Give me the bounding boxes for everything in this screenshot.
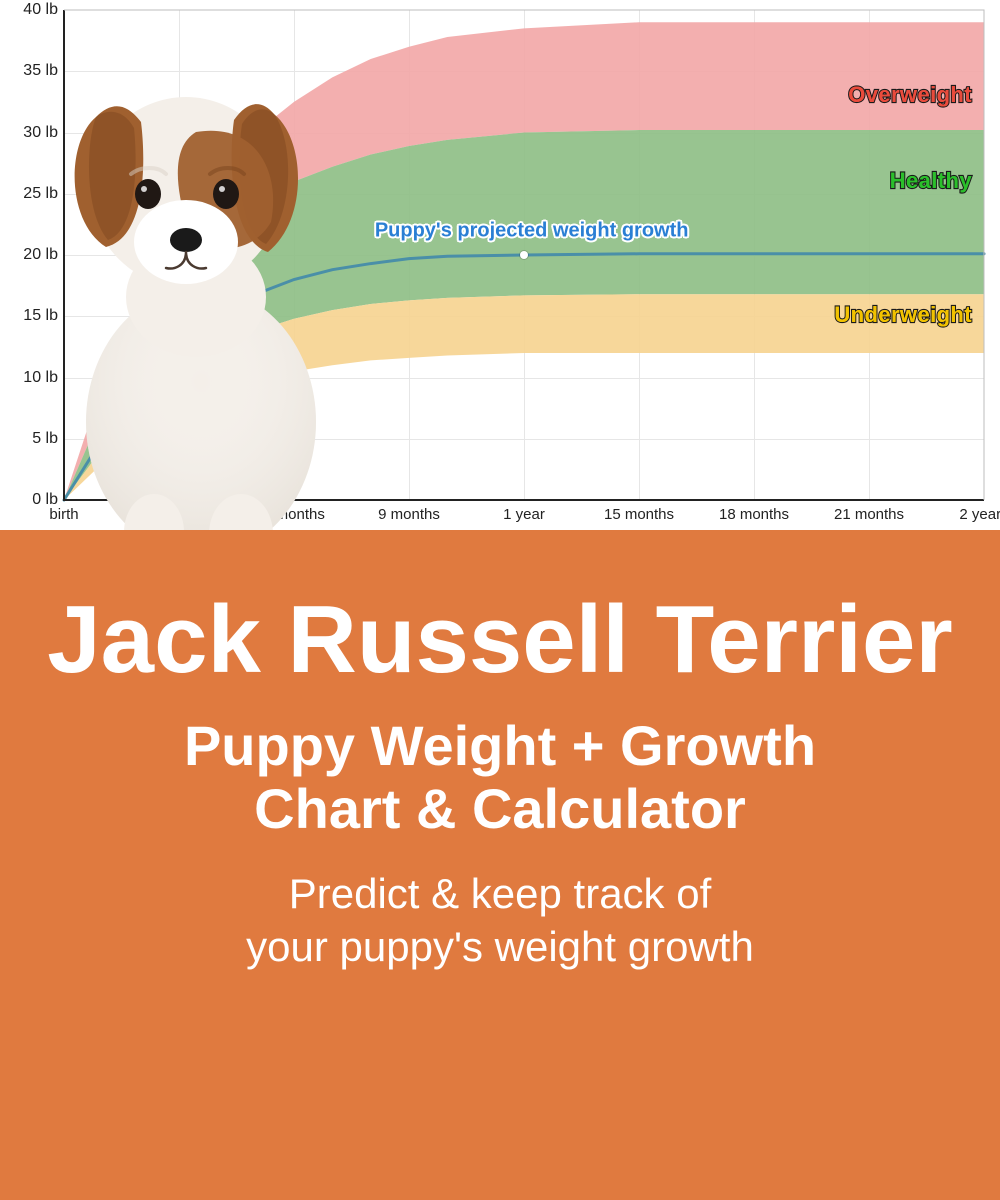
- x-tick-label: 21 months: [834, 506, 904, 523]
- subtitle: Puppy Weight + GrowthChart & Calculator: [40, 715, 960, 840]
- x-tick-label: 2 years: [959, 506, 1000, 523]
- x-tick-label: 3 months: [148, 506, 210, 523]
- band-label-underweight: Underweight: [834, 302, 976, 328]
- x-tick-label: 1 year: [503, 506, 545, 523]
- breed-title: Jack Russell Terrier: [40, 590, 960, 691]
- growth-chart: 0 lb5 lb10 lb15 lb20 lb25 lb30 lb35 lb40…: [0, 0, 1000, 530]
- projected-marker: [520, 251, 528, 259]
- x-tick-label: 18 months: [719, 506, 789, 523]
- band-label-overweight: Overweight: [848, 82, 976, 108]
- band-label-healthy: Healthy: [890, 168, 976, 194]
- x-tick-label: 15 months: [604, 506, 674, 523]
- tagline: Predict & keep track of your puppy's wei…: [40, 868, 960, 973]
- x-tick-label: 6 months: [263, 506, 325, 523]
- projected-line-label: Puppy's projected weight growth: [375, 219, 689, 242]
- title-block: Jack Russell Terrier Puppy Weight + Grow…: [0, 530, 1000, 1200]
- chart-canvas: 0 lb5 lb10 lb15 lb20 lb25 lb30 lb35 lb40…: [14, 10, 986, 530]
- x-tick-label: 9 months: [378, 506, 440, 523]
- x-tick-label: birth: [49, 506, 78, 523]
